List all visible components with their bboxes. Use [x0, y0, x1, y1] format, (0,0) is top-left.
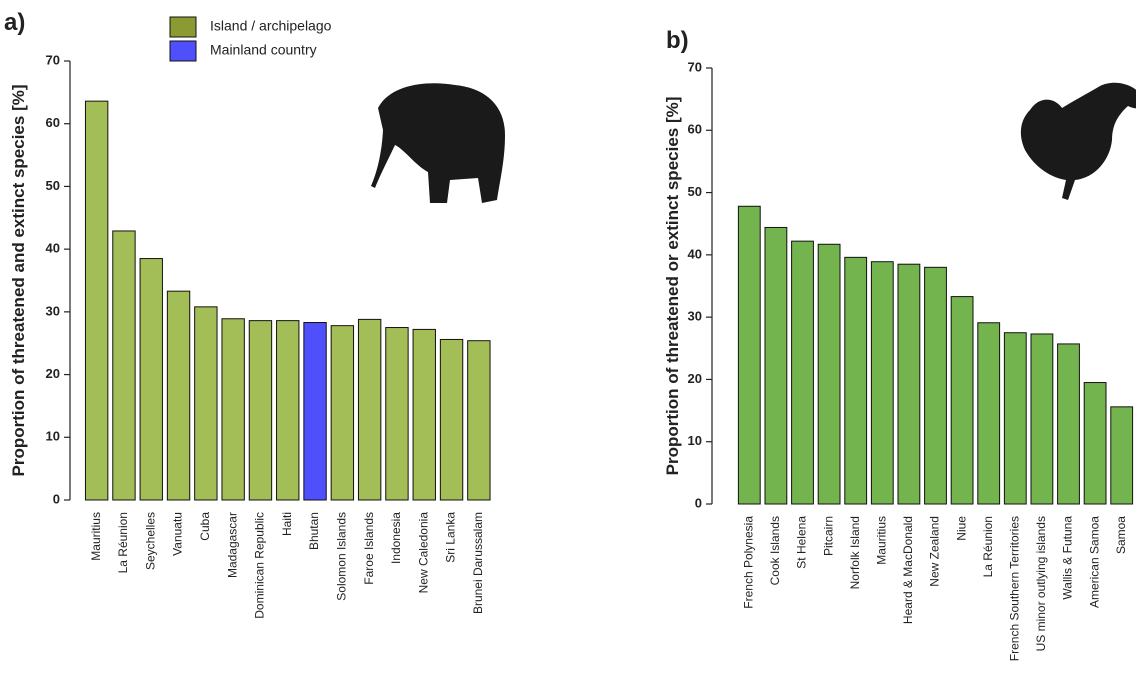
x-tick-label: Indonesia [389, 512, 403, 564]
x-tick-label: Norfolk Island [848, 516, 862, 589]
bar [1111, 407, 1133, 504]
bar [845, 257, 867, 504]
y-tick-label: 50 [688, 184, 702, 199]
legend-swatch [170, 41, 196, 61]
x-tick-label: La Réunion [116, 512, 130, 573]
x-tick-label: Madagascar [225, 512, 239, 578]
y-tick-label: 20 [46, 366, 60, 381]
bar [249, 321, 271, 500]
bar [871, 262, 893, 504]
x-tick-label: French Polynesia [741, 516, 755, 609]
y-tick-label: 0 [53, 491, 60, 506]
y-tick-label: 40 [688, 246, 702, 261]
panel-label: a) [4, 9, 25, 36]
x-tick-label: Solomon Islands [335, 512, 349, 601]
y-tick-label: 70 [46, 52, 60, 67]
y-tick-label: 70 [688, 59, 702, 74]
bar [1084, 383, 1106, 504]
x-tick-label: Wallis & Futuna [1061, 516, 1075, 600]
x-tick-label: New Caledonia [416, 512, 430, 594]
y-tick-label: 30 [688, 309, 702, 324]
x-tick-label: Cuba [198, 512, 212, 541]
bar [140, 259, 162, 500]
bar [951, 297, 973, 504]
bar [1031, 334, 1053, 504]
x-tick-label: Seychelles [143, 512, 157, 570]
dodo-silhouette [1021, 83, 1136, 200]
bar [222, 319, 244, 500]
legend-swatch [170, 17, 196, 37]
legend-label: Island / archipelago [210, 18, 332, 34]
x-tick-label: Heard & MacDonald [901, 516, 915, 624]
bar [386, 328, 408, 500]
y-tick-label: 60 [46, 115, 60, 130]
x-tick-label: US minor outlying islands [1034, 516, 1048, 651]
bar [818, 244, 840, 504]
bar [765, 227, 787, 504]
y-tick-label: 0 [695, 495, 702, 510]
bar [167, 291, 189, 500]
bar [738, 206, 760, 504]
x-tick-label: Dominican Republic [253, 512, 267, 619]
y-tick-label: 10 [688, 433, 702, 448]
y-tick-label: 50 [46, 178, 60, 193]
x-tick-label: French Southern Territories [1007, 516, 1021, 661]
x-tick-label: Faroe Islands [362, 512, 376, 585]
bar [331, 326, 353, 500]
bar [898, 264, 920, 504]
x-tick-label: American Samoa [1087, 516, 1101, 608]
bar [468, 341, 490, 500]
y-tick-label: 60 [688, 122, 702, 137]
x-tick-label: Sri Lanka [444, 512, 458, 563]
bar [1004, 333, 1026, 504]
bar [1058, 344, 1080, 504]
x-tick-label: Haiti [280, 512, 294, 536]
bar [440, 339, 462, 500]
y-axis-label: Proportion of threatened or extinct spec… [663, 97, 682, 476]
x-tick-label: Samoa [1114, 516, 1128, 554]
figure: a) Proportion of threatened and extinct s… [0, 0, 1136, 691]
y-tick-label: 30 [46, 303, 60, 318]
bar [925, 267, 947, 504]
y-axis-label: Proportion of threatened and extinct spe… [9, 84, 28, 476]
bar [358, 319, 380, 500]
x-tick-label: New Zealand [928, 516, 942, 587]
bar [85, 101, 107, 500]
bar [277, 321, 299, 500]
x-tick-label: Vanuatu [171, 512, 185, 556]
bar [792, 241, 814, 504]
bar [195, 307, 217, 500]
y-tick-label: 40 [46, 241, 60, 256]
x-tick-label: Bhutan [307, 512, 321, 550]
elephant-silhouette [371, 83, 505, 203]
x-tick-label: Mauritius [89, 512, 103, 561]
bar [978, 323, 1000, 504]
x-tick-label: Niue [954, 516, 968, 541]
x-tick-label: St Helena [795, 516, 809, 569]
y-tick-label: 10 [46, 429, 60, 444]
bar [413, 329, 435, 500]
x-tick-label: La Réunion [981, 516, 995, 577]
legend-label: Mainland country [210, 42, 317, 58]
y-tick-label: 20 [688, 371, 702, 386]
x-tick-label: Brunei Darussalam [471, 512, 485, 614]
bar [304, 323, 326, 500]
x-tick-label: Mauritius [874, 516, 888, 565]
x-tick-label: Pitcairn [821, 516, 835, 556]
panel-label: b) [666, 27, 689, 54]
x-tick-label: Cook Islands [768, 516, 782, 585]
bar [113, 231, 135, 500]
